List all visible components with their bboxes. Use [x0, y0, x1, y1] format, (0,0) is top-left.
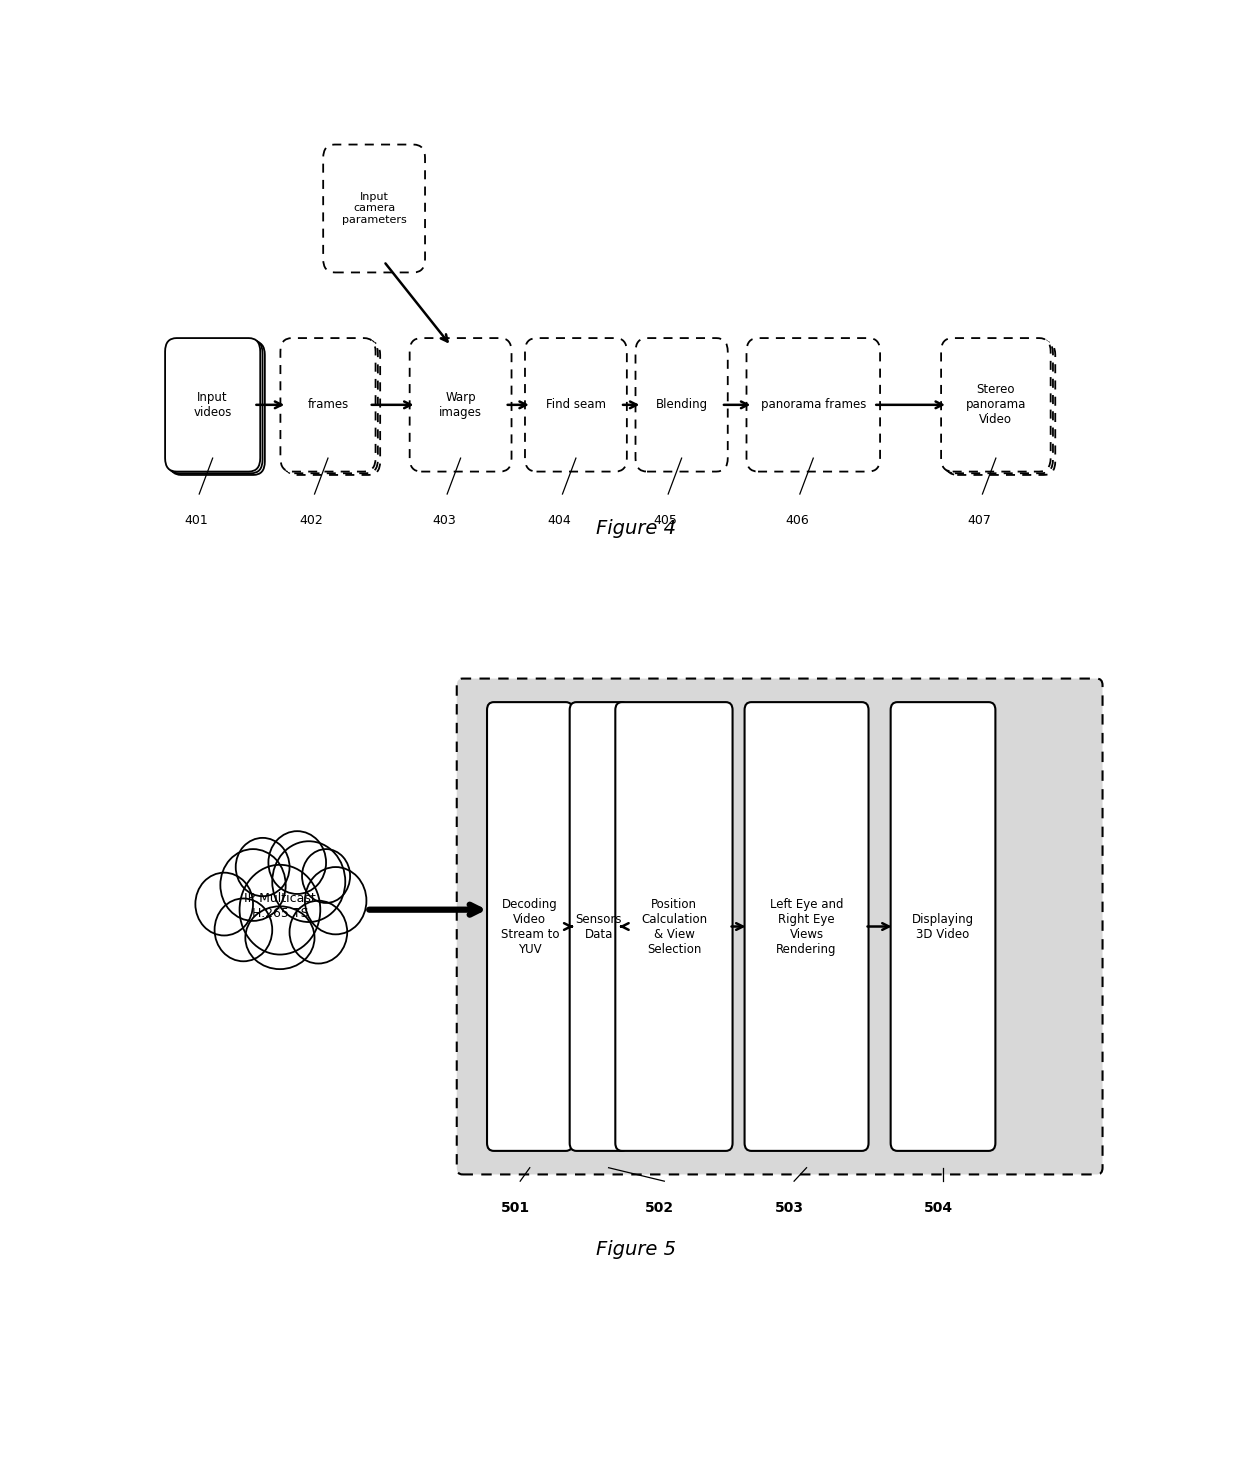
FancyBboxPatch shape — [744, 702, 868, 1151]
Text: 504: 504 — [924, 1202, 952, 1215]
FancyBboxPatch shape — [946, 341, 1055, 475]
Ellipse shape — [196, 873, 253, 935]
Text: Displaying
3D Video: Displaying 3D Video — [911, 912, 975, 941]
Ellipse shape — [215, 899, 273, 962]
FancyBboxPatch shape — [746, 338, 880, 472]
FancyBboxPatch shape — [941, 338, 1050, 472]
Text: Blending: Blending — [656, 398, 708, 411]
FancyBboxPatch shape — [285, 341, 381, 475]
Ellipse shape — [246, 906, 315, 969]
FancyBboxPatch shape — [525, 338, 627, 472]
Text: Figure 4: Figure 4 — [595, 519, 676, 538]
Text: 502: 502 — [645, 1202, 675, 1215]
FancyBboxPatch shape — [569, 702, 629, 1151]
FancyBboxPatch shape — [890, 702, 996, 1151]
Text: IP Multicast
H.265 TS: IP Multicast H.265 TS — [244, 892, 316, 921]
FancyBboxPatch shape — [170, 341, 265, 475]
Text: Decoding
Video
Stream to
YUV: Decoding Video Stream to YUV — [501, 898, 559, 956]
Text: Sensors
Data: Sensors Data — [575, 912, 622, 941]
Ellipse shape — [290, 900, 347, 963]
FancyBboxPatch shape — [615, 702, 733, 1151]
Text: panorama frames: panorama frames — [760, 398, 866, 411]
FancyBboxPatch shape — [165, 338, 260, 472]
FancyBboxPatch shape — [944, 339, 1053, 474]
FancyBboxPatch shape — [167, 339, 263, 474]
Ellipse shape — [303, 849, 350, 903]
Text: Find seam: Find seam — [546, 398, 606, 411]
Text: 402: 402 — [300, 514, 324, 527]
FancyBboxPatch shape — [409, 338, 512, 472]
Text: 401: 401 — [185, 514, 208, 527]
Text: 407: 407 — [967, 514, 992, 527]
FancyBboxPatch shape — [283, 339, 378, 474]
Text: frames: frames — [308, 398, 348, 411]
Text: Warp
images: Warp images — [439, 390, 482, 418]
FancyBboxPatch shape — [324, 144, 425, 272]
Text: Stereo
panorama
Video: Stereo panorama Video — [966, 383, 1025, 427]
Text: Figure 5: Figure 5 — [595, 1240, 676, 1259]
Text: 406: 406 — [785, 514, 808, 527]
Text: Left Eye and
Right Eye
Views
Rendering: Left Eye and Right Eye Views Rendering — [770, 898, 843, 956]
Text: 403: 403 — [433, 514, 456, 527]
Ellipse shape — [273, 841, 345, 922]
Text: Position
Calculation
& View
Selection: Position Calculation & View Selection — [641, 898, 707, 956]
FancyBboxPatch shape — [635, 338, 728, 472]
Ellipse shape — [268, 830, 326, 895]
Text: Input
videos: Input videos — [193, 390, 232, 418]
Text: 501: 501 — [501, 1202, 529, 1215]
Text: 503: 503 — [775, 1202, 804, 1215]
Ellipse shape — [239, 865, 320, 954]
Text: 405: 405 — [653, 514, 677, 527]
FancyBboxPatch shape — [487, 702, 573, 1151]
Text: 404: 404 — [548, 514, 572, 527]
Ellipse shape — [236, 838, 290, 896]
Ellipse shape — [221, 849, 285, 921]
Text: Input
camera
parameters: Input camera parameters — [342, 192, 407, 224]
FancyBboxPatch shape — [456, 679, 1102, 1174]
Ellipse shape — [305, 867, 367, 934]
FancyBboxPatch shape — [280, 338, 376, 472]
